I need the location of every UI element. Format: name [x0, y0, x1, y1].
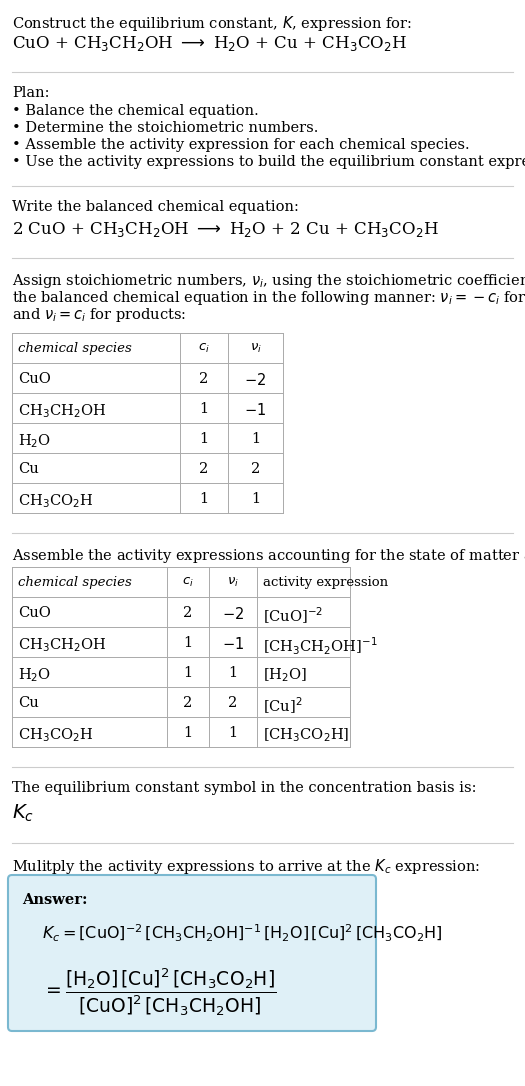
Text: [Cu]$^2$: [Cu]$^2$	[263, 696, 302, 717]
Text: 1: 1	[200, 402, 208, 416]
Text: Cu: Cu	[18, 696, 39, 710]
FancyBboxPatch shape	[8, 875, 376, 1031]
Text: 1: 1	[251, 492, 260, 506]
Text: chemical species: chemical species	[18, 342, 132, 355]
Text: [CH$_3$CH$_2$OH]$^{-1}$: [CH$_3$CH$_2$OH]$^{-1}$	[263, 636, 377, 657]
Text: Cu: Cu	[18, 462, 39, 476]
Text: 2: 2	[228, 696, 238, 710]
Text: and $\nu_i = c_i$ for products:: and $\nu_i = c_i$ for products:	[12, 306, 186, 324]
Text: CH$_3$CH$_2$OH: CH$_3$CH$_2$OH	[18, 402, 106, 419]
Text: CuO: CuO	[18, 372, 51, 386]
Text: 1: 1	[183, 666, 193, 680]
Text: 1: 1	[200, 432, 208, 446]
Text: 2: 2	[251, 462, 260, 476]
Text: • Assemble the activity expression for each chemical species.: • Assemble the activity expression for e…	[12, 138, 470, 152]
Text: CH$_3$CO$_2$H: CH$_3$CO$_2$H	[18, 492, 93, 509]
Text: Plan:: Plan:	[12, 86, 49, 100]
Text: $K_c$: $K_c$	[12, 803, 34, 824]
Text: Answer:: Answer:	[22, 893, 88, 907]
Text: 2: 2	[200, 372, 208, 386]
Text: $c_i$: $c_i$	[198, 342, 210, 355]
Text: • Determine the stoichiometric numbers.: • Determine the stoichiometric numbers.	[12, 121, 318, 135]
Text: • Use the activity expressions to build the equilibrium constant expression.: • Use the activity expressions to build …	[12, 155, 525, 169]
Text: [CH$_3$CO$_2$H]: [CH$_3$CO$_2$H]	[263, 727, 349, 744]
Text: $-2$: $-2$	[222, 606, 244, 622]
Text: CuO: CuO	[18, 606, 51, 620]
Text: Assemble the activity expressions accounting for the state of matter and $\nu_i$: Assemble the activity expressions accoun…	[12, 547, 525, 565]
Text: chemical species: chemical species	[18, 576, 132, 589]
Text: $-1$: $-1$	[245, 402, 267, 418]
Text: CH$_3$CH$_2$OH: CH$_3$CH$_2$OH	[18, 636, 106, 654]
Text: CH$_3$CO$_2$H: CH$_3$CO$_2$H	[18, 727, 93, 744]
Text: $\nu_i$: $\nu_i$	[249, 342, 261, 355]
Text: $c_i$: $c_i$	[182, 576, 194, 589]
Text: 1: 1	[183, 636, 193, 651]
Text: $-2$: $-2$	[245, 372, 267, 388]
Text: $\nu_i$: $\nu_i$	[227, 576, 239, 589]
Text: CuO + CH$_3$CH$_2$OH $\longrightarrow$ H$_2$O + Cu + CH$_3$CO$_2$H: CuO + CH$_3$CH$_2$OH $\longrightarrow$ H…	[12, 34, 407, 53]
Text: 1: 1	[228, 727, 237, 740]
Text: $= \dfrac{[\mathrm{H_2O}]\,[\mathrm{Cu}]^2\,[\mathrm{CH_3CO_2H}]}{[\mathrm{CuO}]: $= \dfrac{[\mathrm{H_2O}]\,[\mathrm{Cu}]…	[42, 967, 276, 1019]
Text: Assign stoichiometric numbers, $\nu_i$, using the stoichiometric coefficients, $: Assign stoichiometric numbers, $\nu_i$, …	[12, 272, 525, 290]
Text: • Balance the chemical equation.: • Balance the chemical equation.	[12, 104, 259, 118]
Text: the balanced chemical equation in the following manner: $\nu_i = -c_i$ for react: the balanced chemical equation in the fo…	[12, 289, 525, 307]
Text: 1: 1	[183, 727, 193, 740]
Text: 1: 1	[228, 666, 237, 680]
Text: activity expression: activity expression	[263, 576, 388, 589]
Text: 1: 1	[251, 432, 260, 446]
Text: [H$_2$O]: [H$_2$O]	[263, 666, 307, 684]
Text: 2: 2	[200, 462, 208, 476]
Text: $-1$: $-1$	[222, 636, 244, 652]
Text: 2: 2	[183, 696, 193, 710]
Text: H$_2$O: H$_2$O	[18, 666, 51, 684]
Text: The equilibrium constant symbol in the concentration basis is:: The equilibrium constant symbol in the c…	[12, 781, 477, 795]
Text: 2: 2	[183, 606, 193, 620]
Text: 2 CuO + CH$_3$CH$_2$OH $\longrightarrow$ H$_2$O + 2 Cu + CH$_3$CO$_2$H: 2 CuO + CH$_3$CH$_2$OH $\longrightarrow$…	[12, 220, 439, 239]
Text: Construct the equilibrium constant, $K$, expression for:: Construct the equilibrium constant, $K$,…	[12, 14, 412, 33]
Text: H$_2$O: H$_2$O	[18, 432, 51, 450]
Text: [CuO]$^{-2}$: [CuO]$^{-2}$	[263, 606, 323, 627]
Text: Mulitply the activity expressions to arrive at the $K_c$ expression:: Mulitply the activity expressions to arr…	[12, 857, 480, 876]
Text: Write the balanced chemical equation:: Write the balanced chemical equation:	[12, 200, 299, 214]
Text: 1: 1	[200, 492, 208, 506]
Text: $K_c = [\mathrm{CuO}]^{-2}\,[\mathrm{CH_3CH_2OH}]^{-1}\,[\mathrm{H_2O}]\,[\mathr: $K_c = [\mathrm{CuO}]^{-2}\,[\mathrm{CH_…	[42, 923, 443, 944]
